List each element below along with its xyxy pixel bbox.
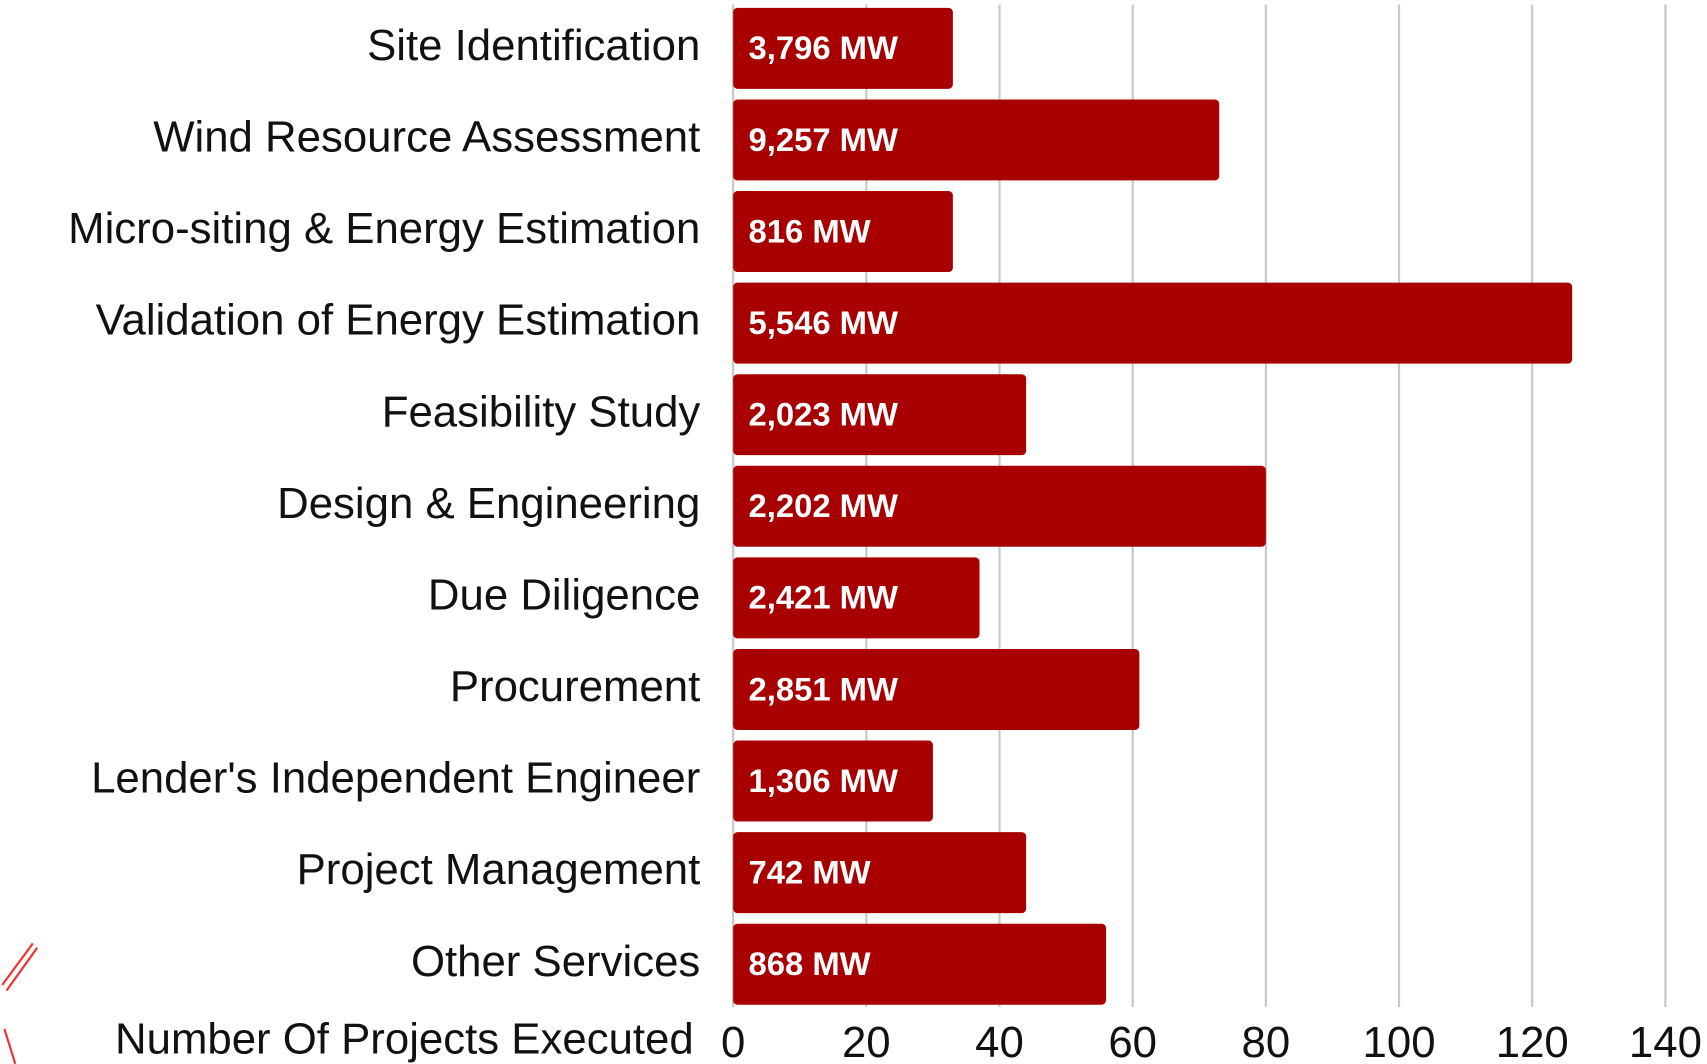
bar — [733, 648, 1140, 730]
bar-label: 5,546 MW — [748, 304, 898, 341]
bar — [733, 374, 1027, 456]
y-tick-label: Wind Resource Assessment — [153, 112, 700, 161]
bar — [733, 282, 1573, 364]
y-tick-label: Lender's Independent Engineer — [91, 754, 700, 803]
bar-label: 2,421 MW — [748, 579, 898, 616]
bar-label: 868 MW — [748, 945, 870, 982]
y-tick-label: Design & Engineering — [277, 479, 700, 528]
y-tick-label: Other Services — [411, 937, 700, 986]
x-tick-label: 40 — [975, 1018, 1024, 1064]
bar-label: 9,257 MW — [748, 121, 898, 158]
bar — [733, 465, 1266, 547]
bar-label: 1,306 MW — [748, 762, 898, 799]
x-tick-label: 140 — [1629, 1018, 1702, 1064]
x-axis-label: Number Of Projects Executed — [115, 1014, 694, 1063]
y-tick-label: Project Management — [297, 845, 701, 894]
bar-label: 3,796 MW — [748, 29, 898, 66]
y-tick-label: Validation of Energy Estimation — [96, 296, 701, 345]
bar-label: 2,851 MW — [748, 670, 898, 707]
y-tick-label: Site Identification — [367, 21, 700, 70]
y-tick-label: Procurement — [450, 662, 700, 711]
bar — [733, 832, 1027, 914]
x-tick-label: 100 — [1363, 1018, 1436, 1064]
x-tick-label: 120 — [1496, 1018, 1569, 1064]
x-tick-label: 80 — [1242, 1018, 1291, 1064]
bar — [733, 557, 980, 639]
bar — [733, 99, 1220, 181]
bar-label: 816 MW — [748, 212, 870, 249]
x-tick-label: 60 — [1108, 1018, 1157, 1064]
bar-label: 2,202 MW — [748, 487, 898, 524]
decoration — [1, 942, 39, 1064]
y-tick-label: Micro-siting & Energy Estimation — [68, 204, 700, 253]
bar — [733, 7, 953, 89]
bar — [733, 740, 933, 822]
y-tick-label: Due Diligence — [428, 570, 700, 619]
x-tick-label: 0 — [721, 1018, 745, 1064]
bar-label: 742 MW — [748, 853, 870, 890]
bar — [733, 191, 953, 273]
x-tick-label: 20 — [842, 1018, 891, 1064]
bar — [733, 923, 1107, 1005]
y-tick-label: Feasibility Study — [382, 387, 701, 436]
bar-label: 2,023 MW — [748, 396, 898, 433]
